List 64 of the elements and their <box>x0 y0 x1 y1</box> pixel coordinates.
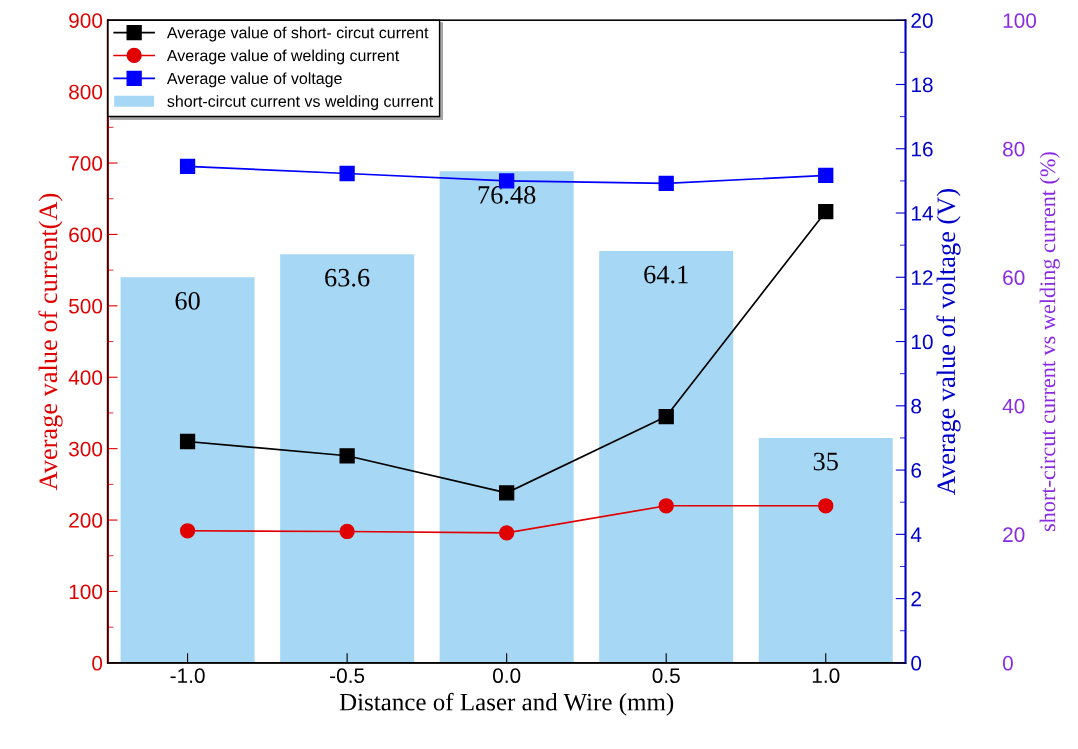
data-label: 64.1 <box>644 265 688 284</box>
y-tick-label: 800 <box>69 84 103 100</box>
x-axis-title: Distance of Laser and Wire (mm) <box>339 692 674 716</box>
point <box>179 158 196 175</box>
y-tick-label: 200 <box>69 513 103 528</box>
point <box>658 408 674 425</box>
point <box>339 448 355 464</box>
bar <box>599 250 734 663</box>
bar <box>280 254 415 663</box>
y3-axis-title: short-circut current vs welding current (%) <box>1039 152 1060 531</box>
point <box>499 485 515 501</box>
x-tick-label: -0.5 <box>330 668 365 684</box>
x-tick-label: -1.0 <box>170 668 205 684</box>
legend-label: Average value of voltage <box>166 72 342 88</box>
data-label: 60 <box>175 291 200 310</box>
point <box>499 525 515 541</box>
y3-tick-label: 80 <box>1003 141 1025 157</box>
data-label: 63.6 <box>325 268 370 287</box>
y2-tick-label: 14 <box>911 206 933 221</box>
y2-axis-title: Average value of voltage (V) <box>936 189 961 495</box>
point <box>818 498 834 514</box>
y-tick-label: 700 <box>69 156 103 171</box>
point <box>818 167 834 184</box>
y2-tick-label: 18 <box>911 77 933 93</box>
bar <box>758 437 893 663</box>
y-tick-label: 400 <box>68 370 103 385</box>
y2-tick-label: 2 <box>911 591 921 607</box>
bar <box>120 277 255 663</box>
point <box>658 498 674 514</box>
y3-tick-label: 60 <box>1003 270 1025 286</box>
y2-tick-label: 10 <box>911 334 933 350</box>
point <box>818 203 834 220</box>
y3-tick-label: 20 <box>1003 527 1025 543</box>
bar <box>439 171 574 663</box>
y3-tick-label: 0 <box>1002 655 1013 671</box>
y2-tick-label: 16 <box>911 141 933 157</box>
y3-tick-label: 100 <box>1003 13 1037 28</box>
legend-label: Average value of short- circut current <box>166 26 429 42</box>
x-tick-label: 0.0 <box>492 668 521 684</box>
point <box>339 523 355 540</box>
y3-tick-label: 40 <box>1002 398 1025 414</box>
y-tick-label: 0 <box>92 655 103 671</box>
y2-tick-label: 0 <box>911 655 922 671</box>
point <box>179 523 196 539</box>
data-label: 35 <box>813 452 838 471</box>
point <box>339 165 355 182</box>
x-tick-label: 1.0 <box>812 668 840 684</box>
y2-tick-label: 12 <box>911 270 933 285</box>
y-axis-title: Average value of current(A) <box>38 193 63 491</box>
y-tick-label: 900 <box>69 13 103 28</box>
point <box>658 175 674 192</box>
y2-tick-label: 4 <box>910 527 922 542</box>
legend-label: Average value of welding current <box>166 49 400 65</box>
point <box>179 433 196 450</box>
y-tick-label: 600 <box>69 227 103 243</box>
y-tick-label: 100 <box>69 584 103 600</box>
y2-tick-label: 20 <box>911 13 933 28</box>
legend-label: short-circut current vs welding current <box>167 95 434 111</box>
y2-tick-label: 6 <box>911 463 922 478</box>
data-label: 76.48 <box>478 186 536 204</box>
x-tick-label: 0.5 <box>652 668 680 684</box>
y2-tick-label: 8 <box>911 398 922 414</box>
y-tick-label: 300 <box>68 441 103 457</box>
y-tick-label: 500 <box>69 298 103 314</box>
